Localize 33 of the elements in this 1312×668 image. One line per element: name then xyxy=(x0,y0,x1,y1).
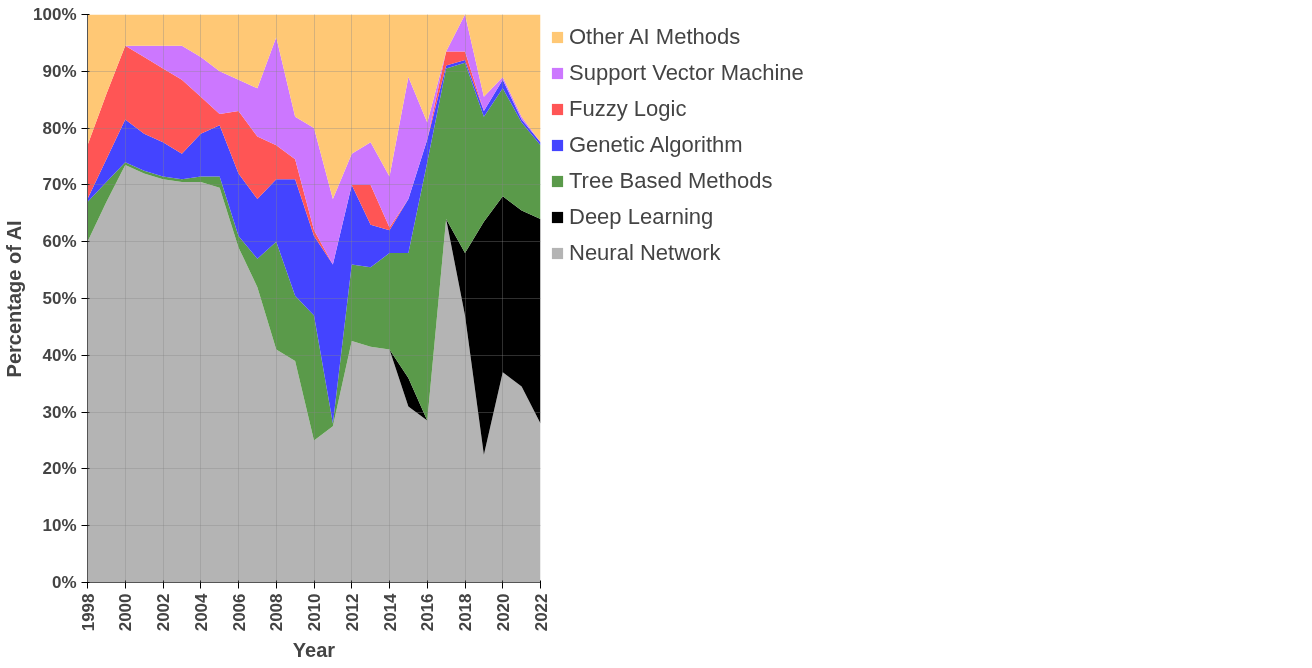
y-tick-label: 90% xyxy=(42,61,77,81)
y-tick-label: 40% xyxy=(42,345,77,365)
y-tick-label: 100% xyxy=(33,5,77,24)
x-tick-label: 2006 xyxy=(229,593,249,632)
y-tick-label: 70% xyxy=(42,175,77,195)
x-tick-label: 2014 xyxy=(380,592,400,632)
x-axis-title: Year xyxy=(292,639,336,662)
y-tick-label: 80% xyxy=(42,118,77,138)
x-tick-label: 1998 xyxy=(78,593,98,632)
y-axis-title: Percentage of AI xyxy=(3,220,26,378)
x-tick-label: 2012 xyxy=(342,593,362,632)
y-tick-label: 30% xyxy=(42,402,77,422)
x-tick-label: 2000 xyxy=(116,593,136,632)
y-tick-label: 10% xyxy=(42,516,77,536)
legend-label: Tree Based Methods xyxy=(569,168,773,194)
legend-label: Other AI Methods xyxy=(569,24,741,50)
legend-label: Support Vector Machine xyxy=(569,60,804,86)
x-tick-label: 2022 xyxy=(531,593,551,632)
legend-label: Neural Network xyxy=(569,240,721,266)
x-tick-label: 2016 xyxy=(418,593,438,632)
x-tick-label: 2010 xyxy=(305,593,324,632)
x-tick-label: 2020 xyxy=(493,593,513,632)
x-tick-label: 2008 xyxy=(267,593,287,632)
legend-label: Deep Learning xyxy=(569,204,714,230)
x-tick-label: 2002 xyxy=(154,593,173,632)
y-tick-label: 50% xyxy=(42,289,77,308)
y-tick-label: 0% xyxy=(51,573,77,592)
x-tick-label: 2018 xyxy=(456,593,475,632)
legend-label: Genetic Algorithm xyxy=(569,132,743,158)
y-tick-label: 20% xyxy=(42,459,77,479)
x-tick-label: 2004 xyxy=(191,592,211,632)
y-tick-label: 60% xyxy=(42,232,77,252)
legend-label: Fuzzy Logic xyxy=(569,96,687,122)
